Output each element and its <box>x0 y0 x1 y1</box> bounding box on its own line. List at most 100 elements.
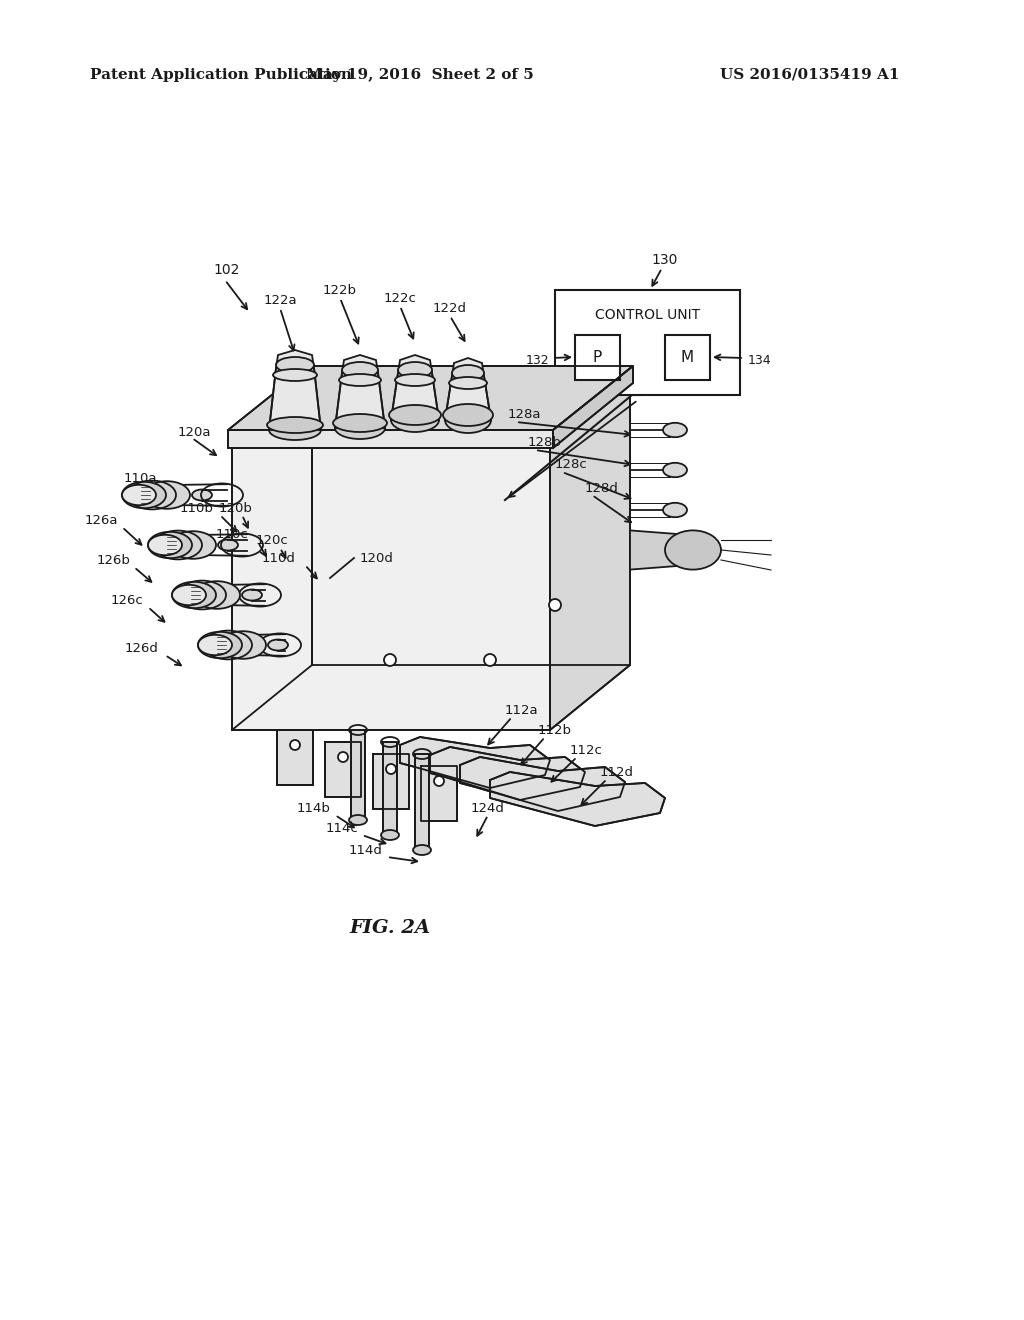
Ellipse shape <box>220 631 266 659</box>
Polygon shape <box>445 358 490 420</box>
Polygon shape <box>228 366 633 430</box>
Ellipse shape <box>269 420 321 440</box>
Polygon shape <box>400 737 550 788</box>
Text: 112a: 112a <box>505 704 539 717</box>
Polygon shape <box>232 375 630 440</box>
Ellipse shape <box>484 653 496 667</box>
Text: 122a: 122a <box>263 293 297 306</box>
Polygon shape <box>373 754 409 809</box>
Polygon shape <box>391 355 439 420</box>
Text: 128c: 128c <box>555 458 588 471</box>
Polygon shape <box>550 375 630 730</box>
Polygon shape <box>228 430 553 447</box>
Ellipse shape <box>413 845 431 855</box>
Ellipse shape <box>194 581 240 609</box>
Ellipse shape <box>172 585 206 605</box>
Ellipse shape <box>194 585 230 605</box>
Polygon shape <box>351 730 365 820</box>
Ellipse shape <box>276 356 314 374</box>
Text: 102: 102 <box>213 263 240 277</box>
Text: FIG. 2A: FIG. 2A <box>349 919 430 937</box>
Text: 122c: 122c <box>384 292 417 305</box>
Text: CONTROL UNIT: CONTROL UNIT <box>595 308 700 322</box>
Text: 112c: 112c <box>570 743 603 756</box>
Text: 126d: 126d <box>124 642 158 655</box>
Ellipse shape <box>268 639 288 651</box>
Text: 124d: 124d <box>471 801 505 814</box>
Text: 110c: 110c <box>215 528 248 541</box>
Polygon shape <box>415 754 429 850</box>
Ellipse shape <box>198 632 242 659</box>
Text: 128d: 128d <box>585 482 618 495</box>
Polygon shape <box>278 730 313 785</box>
Text: 134: 134 <box>748 354 772 367</box>
Polygon shape <box>421 766 457 821</box>
Polygon shape <box>630 531 685 570</box>
Ellipse shape <box>386 764 396 774</box>
Ellipse shape <box>242 590 262 601</box>
Polygon shape <box>490 772 665 826</box>
Ellipse shape <box>349 814 367 825</box>
Text: 120d: 120d <box>360 552 394 565</box>
Text: 112b: 112b <box>538 723 572 737</box>
Ellipse shape <box>335 417 385 440</box>
Text: 126c: 126c <box>111 594 143 606</box>
Text: 112d: 112d <box>600 766 634 779</box>
Ellipse shape <box>122 484 156 506</box>
Text: P: P <box>593 350 602 366</box>
Polygon shape <box>430 747 585 800</box>
Ellipse shape <box>220 635 256 655</box>
Ellipse shape <box>148 535 182 556</box>
Ellipse shape <box>172 582 216 609</box>
Ellipse shape <box>452 366 484 381</box>
Text: 122b: 122b <box>323 284 357 297</box>
Text: 114d: 114d <box>348 843 382 857</box>
Polygon shape <box>460 756 625 810</box>
Ellipse shape <box>198 635 232 655</box>
Ellipse shape <box>148 532 193 558</box>
Polygon shape <box>232 440 550 730</box>
Text: 114b: 114b <box>296 801 330 814</box>
Text: 130: 130 <box>652 253 678 267</box>
Ellipse shape <box>333 414 387 432</box>
Polygon shape <box>335 355 385 428</box>
Text: 132: 132 <box>525 354 549 367</box>
Text: 126a: 126a <box>85 513 118 527</box>
Ellipse shape <box>395 374 435 385</box>
Text: 120a: 120a <box>178 425 212 438</box>
Ellipse shape <box>170 535 206 554</box>
Polygon shape <box>325 742 361 797</box>
Ellipse shape <box>663 422 687 437</box>
Text: 120b: 120b <box>218 502 252 515</box>
Ellipse shape <box>218 540 238 550</box>
Ellipse shape <box>267 417 323 433</box>
Bar <box>555 290 740 395</box>
Text: Patent Application Publication: Patent Application Publication <box>90 69 352 82</box>
Ellipse shape <box>144 486 180 506</box>
Text: 128a: 128a <box>508 408 542 421</box>
Polygon shape <box>553 366 633 447</box>
Ellipse shape <box>449 378 487 389</box>
Text: 126b: 126b <box>96 553 130 566</box>
Ellipse shape <box>339 374 381 385</box>
Ellipse shape <box>193 490 212 500</box>
Bar <box>665 335 710 380</box>
Text: 120c: 120c <box>256 533 289 546</box>
Text: 110b: 110b <box>179 502 213 515</box>
Text: 128b: 128b <box>528 437 562 450</box>
Text: M: M <box>681 350 694 366</box>
Ellipse shape <box>398 362 432 378</box>
Text: 110d: 110d <box>261 552 295 565</box>
Ellipse shape <box>273 370 317 381</box>
Polygon shape <box>383 742 397 836</box>
Ellipse shape <box>443 404 493 426</box>
Ellipse shape <box>665 531 721 570</box>
Ellipse shape <box>290 741 300 750</box>
Ellipse shape <box>381 830 399 840</box>
Ellipse shape <box>342 362 378 378</box>
Ellipse shape <box>549 599 561 611</box>
Ellipse shape <box>384 653 396 667</box>
Ellipse shape <box>338 752 348 762</box>
Ellipse shape <box>144 482 190 508</box>
Ellipse shape <box>445 407 490 433</box>
